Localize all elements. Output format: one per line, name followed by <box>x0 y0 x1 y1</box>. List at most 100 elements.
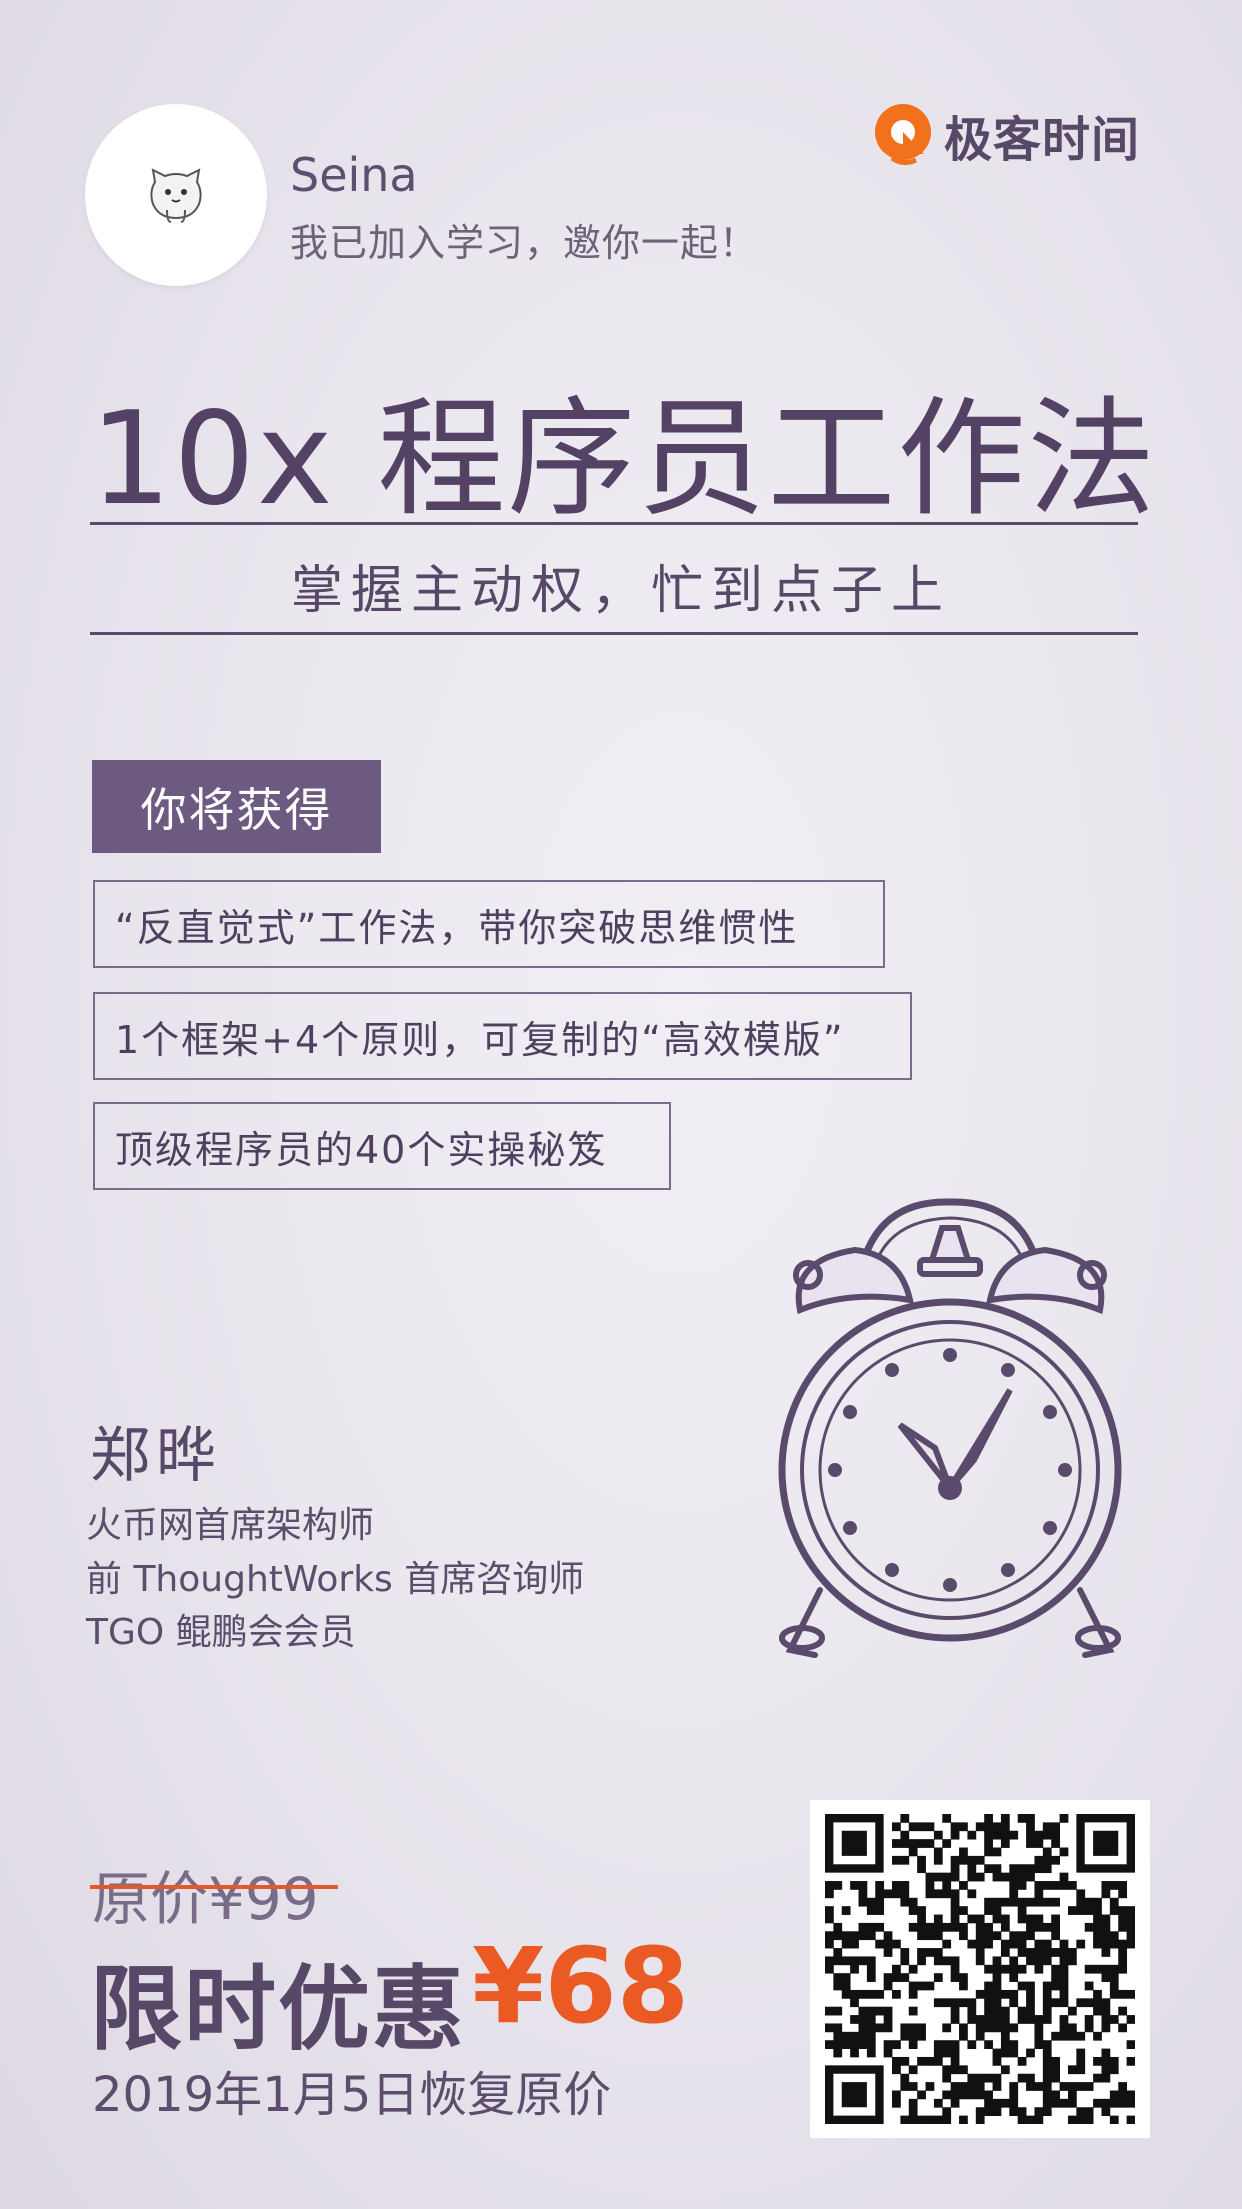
qr-module <box>1042 1939 1052 1949</box>
qr-module <box>892 1964 901 1974</box>
qr-module <box>1051 1822 1060 1832</box>
qr-module <box>959 2082 968 2091</box>
qr-module <box>925 2056 935 2066</box>
qr-module <box>875 1939 885 1949</box>
qr-module <box>950 1906 960 1915</box>
qr-module <box>900 1830 910 1840</box>
qr-module <box>992 2056 1002 2066</box>
qr-module <box>975 1931 985 1941</box>
original-price: 原价¥99 <box>92 1865 319 1933</box>
qr-module <box>942 1839 952 1848</box>
qr-module <box>967 1864 977 1874</box>
qr-module <box>967 1872 977 1882</box>
qr-module <box>892 2040 901 2049</box>
qr-module <box>1051 2056 1060 2066</box>
qr-module <box>900 1948 910 1957</box>
qr-module <box>858 1889 868 1899</box>
qr-module <box>984 1822 993 1832</box>
qr-module <box>833 2006 843 2016</box>
qr-module <box>1017 2056 1027 2066</box>
qr-module <box>992 1822 1002 1832</box>
user-name: Seina <box>290 148 418 202</box>
qr-module <box>850 2031 859 2041</box>
qr-code[interactable] <box>810 1800 1150 2138</box>
qr-module <box>825 1956 834 1966</box>
qr-module <box>1009 1889 1019 1899</box>
qr-module <box>1026 2015 1035 2024</box>
qr-module <box>1009 1931 1019 1941</box>
qr-module <box>1034 2031 1044 2041</box>
qr-module <box>1026 1956 1035 1966</box>
qr-module <box>825 2023 834 2033</box>
qr-module <box>1101 2006 1111 2016</box>
qr-module <box>1026 1864 1035 1874</box>
qr-module <box>942 2107 952 2117</box>
qr-module <box>900 2115 910 2124</box>
qr-module <box>1034 2023 1044 2033</box>
qr-module <box>1084 1906 1094 1915</box>
qr-module <box>1000 2023 1010 2033</box>
qr-module <box>975 1822 985 1832</box>
qr-module <box>1009 1897 1019 1907</box>
qr-module <box>1076 2082 1086 2091</box>
qr-module <box>950 2065 960 2075</box>
qr-module <box>1109 1939 1119 1949</box>
qr-module <box>975 1914 985 1924</box>
qr-module <box>984 2015 993 2024</box>
qr-module <box>1118 1964 1128 1974</box>
qr-module <box>950 2006 960 2016</box>
qr-module <box>908 1897 918 1907</box>
qr-module <box>892 1855 901 1865</box>
qr-module <box>858 2006 868 2016</box>
qr-module <box>1034 1855 1044 1865</box>
qr-module <box>1009 2082 1019 2091</box>
qr-module <box>1126 2090 1135 2100</box>
qr-module <box>908 2023 918 2033</box>
qr-module <box>975 2107 985 2117</box>
qr-module <box>900 1814 910 1823</box>
qr-module <box>1000 2031 1010 2041</box>
qr-module <box>950 1964 960 1974</box>
qr-module <box>925 2082 935 2091</box>
qr-module <box>950 1864 960 1874</box>
qr-module <box>917 1839 926 1848</box>
qr-module <box>1034 1830 1044 1840</box>
qr-module <box>959 2115 968 2124</box>
qr-module <box>1109 1931 1119 1941</box>
qr-module <box>1051 1881 1060 1890</box>
qr-module <box>917 1948 926 1957</box>
qr-module <box>925 1881 935 1890</box>
qr-module <box>1084 2115 1094 2124</box>
qr-module <box>1093 1830 1119 1856</box>
qr-module <box>992 2107 1002 2117</box>
qr-module <box>933 2040 943 2049</box>
qr-module <box>1093 2006 1102 2016</box>
qr-module <box>1017 1814 1027 1823</box>
qr-module <box>908 2031 918 2041</box>
qr-module <box>866 1897 876 1907</box>
qr-module <box>908 1822 918 1832</box>
qr-module <box>1084 2015 1094 2024</box>
qr-module <box>1093 2073 1102 2083</box>
qr-module <box>1051 1964 1060 1974</box>
qr-module <box>1051 2090 1060 2100</box>
qr-module <box>967 1830 977 1840</box>
qr-module <box>942 1956 952 1966</box>
qr-module <box>1067 2006 1077 2016</box>
qr-module <box>1118 2082 1128 2091</box>
qr-module <box>917 1914 926 1924</box>
qr-module <box>984 1939 993 1949</box>
qr-module <box>833 1973 843 1982</box>
avatar[interactable] <box>85 104 267 286</box>
qr-module <box>984 1981 993 1991</box>
qr-module <box>1109 1973 1119 1982</box>
qr-module <box>1026 1839 1035 1848</box>
qr-module <box>1051 1922 1060 1932</box>
qr-module <box>1118 1881 1128 1890</box>
qr-module <box>1042 2073 1052 2083</box>
alarm-clock-icon <box>778 1198 1122 1658</box>
qr-module <box>1042 1897 1052 1907</box>
qr-module <box>967 2090 977 2100</box>
qr-module <box>1067 1956 1077 1966</box>
qr-module <box>975 1939 985 1949</box>
